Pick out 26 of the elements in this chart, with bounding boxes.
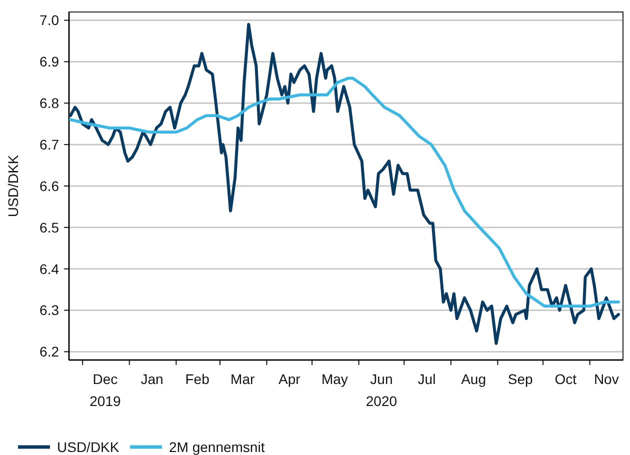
x-tick-label: Aug (461, 371, 486, 387)
legend-label: 2M gennemsnit (169, 438, 265, 455)
y-tick-label: 6.5 (40, 219, 60, 236)
x-tick-label: Feb (185, 371, 210, 387)
y-tick-label: 6.4 (40, 260, 60, 277)
y-axis-title: USD/DKK (5, 154, 21, 218)
y-tick-label: 7.0 (40, 12, 60, 28)
y-tick-label: 6.3 (40, 302, 60, 318)
x-tick-label: Oct (554, 371, 577, 387)
x-tick-label: Jun 2020 (366, 371, 398, 409)
line-series (69, 76, 620, 308)
x-tick-label: Dec 2019 (90, 371, 122, 409)
line-series (69, 22, 620, 345)
x-tick-label: Jan (140, 371, 164, 387)
x-tick-label: Nov (594, 371, 619, 387)
x-tick-label: May (321, 371, 348, 387)
y-tick-label: 6.7 (40, 136, 60, 152)
y-tick-label: 6.2 (40, 344, 60, 360)
x-tick-label: Jul (418, 371, 436, 387)
x-tick-label: Sep (508, 371, 534, 387)
x-tick-label: Apr (278, 371, 301, 387)
y-tick-label: 6.9 (40, 54, 60, 70)
x-tick-label: Mar (230, 371, 255, 387)
legend-label: USD/DKK (57, 438, 120, 455)
y-tick-label: 6.6 (40, 178, 60, 194)
y-tick-label: 6.8 (40, 95, 60, 112)
